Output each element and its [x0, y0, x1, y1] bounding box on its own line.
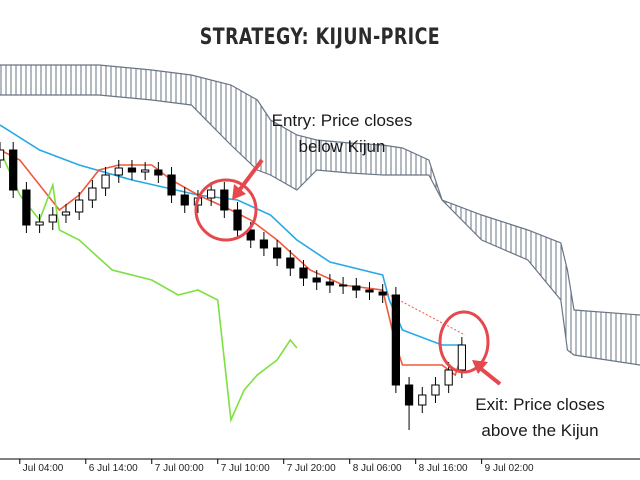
candle-body	[338, 284, 348, 287]
candle-body	[180, 194, 189, 206]
candle-body	[404, 384, 414, 406]
candle-body	[35, 221, 44, 226]
candle-body	[418, 394, 427, 406]
x-tick-label: 7 Jul 20:00	[287, 463, 336, 474]
candle-body	[141, 169, 150, 173]
candle-body	[114, 167, 123, 176]
x-tick-label: 7 Jul 10:00	[221, 463, 270, 474]
candle-body	[312, 277, 321, 283]
cloud-layer	[0, 64, 640, 366]
candle-body	[167, 174, 176, 196]
candle-body	[207, 189, 216, 199]
annotation: Entry: Price closes	[272, 111, 413, 130]
candle-body	[61, 211, 71, 216]
candle-body	[259, 239, 269, 249]
x-tick-label: 8 Jul 16:00	[419, 463, 468, 474]
candle-body	[127, 167, 137, 173]
candle-body	[272, 247, 282, 259]
candle-body	[391, 294, 401, 386]
annotation: above the Kijun	[481, 421, 598, 440]
candle-body	[154, 169, 163, 176]
exit-arrow	[478, 366, 502, 386]
annotation: Exit: Price closes	[475, 395, 604, 414]
entry-circle	[194, 178, 258, 242]
cloud-edge	[0, 64, 640, 316]
x-axis-bg	[0, 458, 640, 480]
x-tick-label: Jul 04:00	[23, 463, 64, 474]
candle-body	[22, 189, 31, 226]
cloud-edge	[0, 94, 640, 366]
axis-layer: Jul 04:00 6 Jul 14:00 7 Jul 00:00 7 Jul 10:…	[19, 459, 534, 474]
indicator-line	[0, 149, 298, 424]
candle-body	[352, 285, 361, 291]
x-tick-label: 7 Jul 00:00	[155, 463, 204, 474]
entry-arrowhead	[232, 184, 246, 200]
candle-body	[378, 291, 387, 296]
candle-body	[48, 214, 57, 223]
candle-body	[88, 187, 97, 201]
candle-layer	[0, 142, 466, 430]
candle-body	[9, 149, 18, 191]
x-tick-label: 6 Jul 14:00	[89, 463, 138, 474]
candle-body	[246, 229, 255, 241]
candle-body	[444, 369, 453, 386]
candle-body	[299, 267, 308, 279]
candle-body	[431, 384, 440, 396]
candle-body	[233, 209, 242, 231]
candle-body	[286, 257, 295, 269]
candle-body	[365, 289, 374, 293]
candle-body	[75, 199, 84, 213]
indicator-line	[0, 124, 462, 346]
annotation: below Kijun	[299, 137, 386, 156]
candle-body	[457, 344, 466, 371]
candle-body	[220, 189, 229, 211]
candle-body	[0, 149, 5, 161]
x-tick-label: 8 Jul 06:00	[353, 463, 402, 474]
entry-arrow	[236, 158, 264, 194]
candle-body	[101, 174, 110, 189]
exit-circle	[438, 310, 490, 374]
candle-body	[325, 281, 335, 286]
x-tick-label: 9 Jul 02:00	[485, 463, 534, 474]
chart-title: STRATEGY: KIJUN-PRICE	[200, 24, 440, 49]
exit-arrowhead	[472, 360, 488, 374]
